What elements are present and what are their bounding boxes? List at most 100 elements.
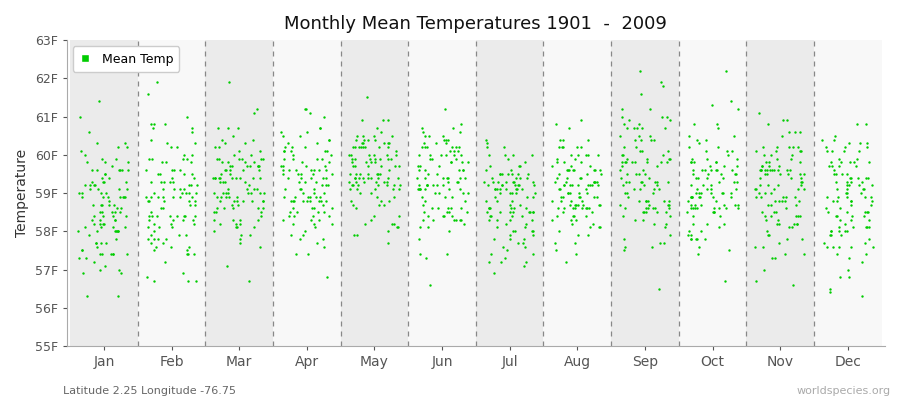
Point: [93, 266, 107, 273]
Point: [843, 174, 858, 181]
Point: [392, 163, 407, 170]
Point: [593, 201, 608, 208]
Point: [325, 205, 339, 212]
Point: [181, 251, 195, 258]
Point: [345, 182, 359, 188]
Point: [176, 156, 191, 162]
Point: [232, 220, 247, 227]
Point: [146, 125, 160, 131]
Point: [716, 190, 730, 196]
Point: [579, 205, 593, 212]
Point: [95, 220, 110, 227]
Point: [254, 209, 268, 215]
Point: [503, 209, 517, 215]
Point: [422, 152, 436, 158]
Point: [661, 148, 675, 154]
Point: [831, 194, 845, 200]
Point: [837, 148, 851, 154]
Text: worldspecies.org: worldspecies.org: [796, 386, 891, 396]
Point: [796, 186, 811, 192]
Point: [706, 209, 721, 215]
Point: [844, 217, 859, 223]
Point: [299, 163, 313, 170]
Point: [729, 178, 743, 185]
Point: [367, 156, 382, 162]
Point: [709, 198, 724, 204]
Point: [292, 236, 307, 242]
Point: [120, 251, 134, 258]
Point: [749, 148, 763, 154]
Point: [827, 171, 842, 177]
Point: [453, 217, 467, 223]
Point: [554, 144, 569, 150]
Point: [832, 217, 847, 223]
Point: [122, 159, 136, 166]
Point: [252, 167, 266, 173]
Point: [99, 190, 113, 196]
Point: [250, 205, 265, 212]
Point: [72, 255, 86, 261]
Point: [218, 167, 232, 173]
Point: [860, 224, 874, 231]
Point: [141, 217, 156, 223]
Point: [712, 205, 726, 212]
Point: [482, 152, 496, 158]
Point: [303, 174, 318, 181]
Point: [184, 129, 199, 135]
Point: [173, 194, 187, 200]
Point: [86, 201, 100, 208]
Point: [417, 140, 431, 146]
Point: [429, 171, 444, 177]
Point: [75, 247, 89, 254]
Point: [350, 232, 365, 238]
Point: [755, 163, 770, 170]
Point: [504, 198, 518, 204]
Point: [553, 144, 567, 150]
Point: [616, 182, 630, 188]
Point: [349, 136, 364, 143]
Point: [508, 228, 522, 234]
Point: [496, 243, 510, 250]
Point: [557, 205, 572, 212]
Point: [141, 156, 156, 162]
Point: [317, 209, 331, 215]
Point: [689, 186, 704, 192]
Point: [662, 232, 677, 238]
Point: [440, 178, 454, 185]
Point: [518, 243, 532, 250]
Point: [287, 213, 302, 219]
Point: [422, 282, 436, 288]
Point: [580, 190, 594, 196]
Point: [306, 171, 320, 177]
Point: [176, 186, 191, 192]
Point: [222, 171, 237, 177]
Point: [545, 163, 560, 170]
Point: [325, 220, 339, 227]
Point: [277, 148, 292, 154]
Point: [724, 190, 739, 196]
Point: [102, 198, 116, 204]
Point: [294, 174, 309, 181]
Point: [859, 251, 873, 258]
Point: [731, 201, 745, 208]
Point: [650, 182, 664, 188]
Point: [562, 167, 577, 173]
Point: [416, 201, 430, 208]
Point: [447, 152, 462, 158]
Point: [791, 186, 806, 192]
Point: [772, 220, 787, 227]
Point: [144, 240, 158, 246]
Point: [827, 136, 842, 143]
Point: [86, 167, 100, 173]
Point: [356, 140, 371, 146]
Point: [698, 148, 713, 154]
Point: [701, 171, 716, 177]
Point: [618, 243, 633, 250]
Point: [749, 194, 763, 200]
Point: [632, 121, 646, 128]
Point: [575, 198, 590, 204]
Point: [158, 236, 173, 242]
Point: [368, 159, 382, 166]
Point: [499, 220, 513, 227]
Point: [383, 156, 398, 162]
